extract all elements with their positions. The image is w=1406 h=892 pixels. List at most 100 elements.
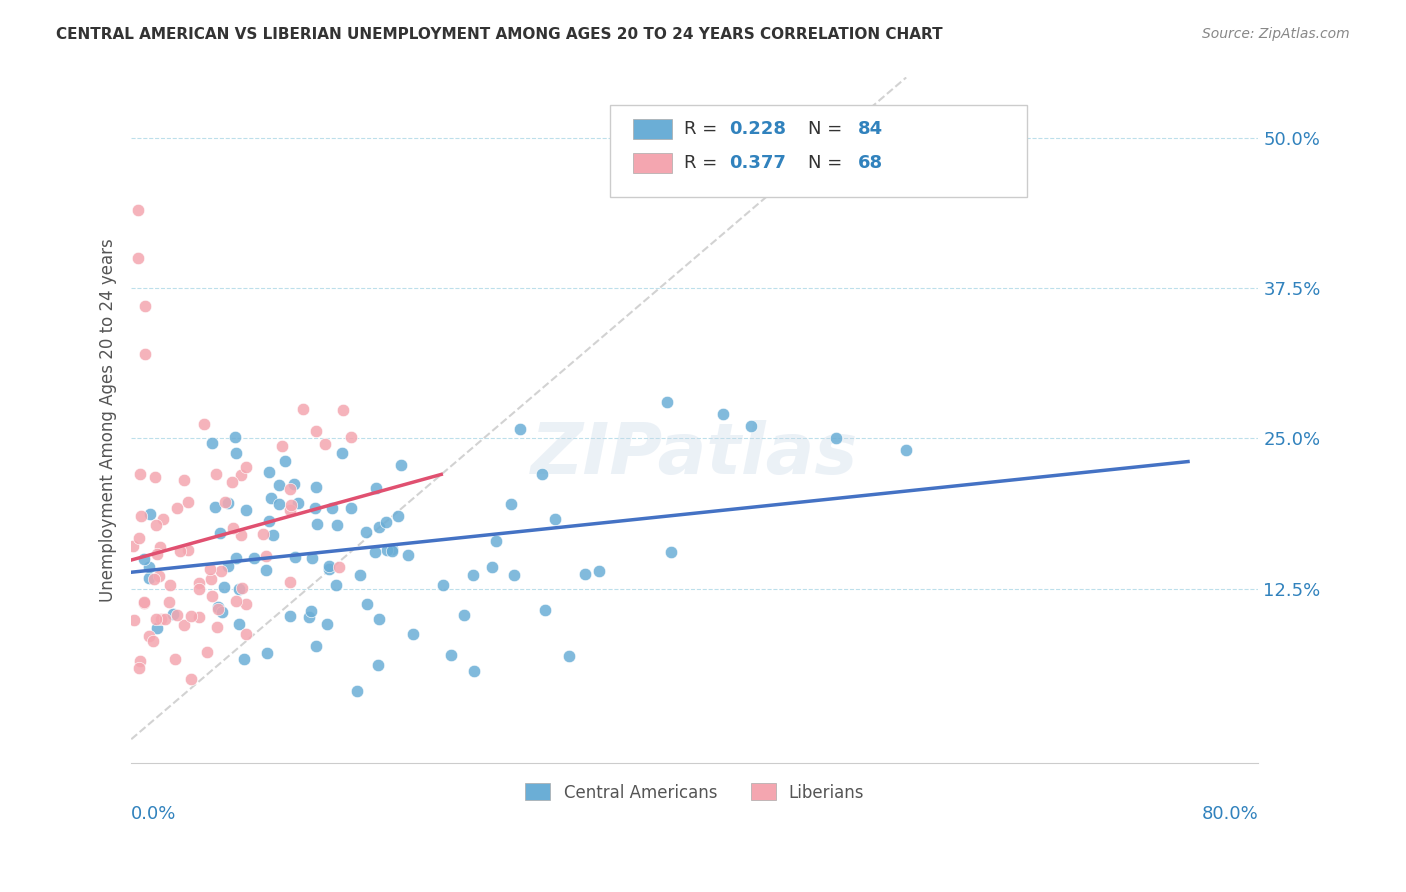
Central Americans [228, 582, 250, 596]
Liberians [127, 251, 149, 265]
Liberians [187, 575, 209, 590]
Central Americans [326, 518, 349, 533]
Liberians [195, 645, 218, 659]
Central Americans [325, 578, 347, 592]
Liberians [132, 595, 155, 609]
Liberians [166, 501, 188, 516]
Central Americans [349, 568, 371, 582]
Liberians [205, 467, 228, 481]
Liberians [271, 439, 294, 453]
Central Americans [228, 616, 250, 631]
Central Americans [463, 664, 485, 678]
Liberians [314, 436, 336, 450]
Liberians [148, 569, 170, 583]
Liberians [129, 508, 152, 523]
Liberians [128, 531, 150, 545]
FancyBboxPatch shape [633, 119, 672, 139]
Central Americans [218, 559, 240, 574]
Central Americans [208, 525, 231, 540]
Central Americans [588, 564, 610, 578]
Central Americans [499, 497, 522, 511]
Central Americans [509, 422, 531, 436]
Text: N =: N = [807, 120, 848, 138]
Liberians [145, 612, 167, 626]
Liberians [188, 582, 211, 596]
Central Americans [453, 607, 475, 622]
Text: N =: N = [807, 154, 848, 172]
Liberians [127, 202, 149, 217]
Central Americans [484, 533, 506, 548]
Central Americans [655, 395, 678, 409]
Central Americans [233, 651, 256, 665]
Liberians [166, 608, 188, 623]
Central Americans [364, 544, 387, 558]
Liberians [209, 564, 232, 578]
Central Americans [374, 516, 396, 530]
Central Americans [368, 520, 391, 534]
Liberians [121, 539, 143, 553]
Liberians [214, 495, 236, 509]
Liberians [145, 547, 167, 561]
Liberians [138, 629, 160, 643]
Central Americans [432, 578, 454, 592]
Central Americans [307, 517, 329, 532]
Liberians [205, 619, 228, 633]
Liberians [145, 517, 167, 532]
Liberians [153, 612, 176, 626]
Central Americans [367, 657, 389, 672]
Central Americans [212, 580, 235, 594]
Liberians [340, 429, 363, 443]
Central Americans [278, 609, 301, 624]
Central Americans [305, 480, 328, 494]
Central Americans [254, 564, 277, 578]
Central Americans [356, 597, 378, 611]
Liberians [149, 612, 172, 626]
Central Americans [391, 458, 413, 472]
Central Americans [502, 567, 524, 582]
Central Americans [367, 612, 389, 626]
Central Americans [224, 430, 246, 444]
Liberians [134, 347, 156, 361]
Central Americans [380, 544, 402, 558]
Central Americans [138, 571, 160, 585]
Central Americans [396, 548, 419, 562]
Central Americans [262, 528, 284, 542]
Central Americans [316, 617, 339, 632]
Text: 80.0%: 80.0% [1202, 805, 1258, 823]
Central Americans [375, 543, 398, 558]
Liberians [252, 527, 274, 541]
Liberians [180, 672, 202, 686]
Liberians [163, 652, 186, 666]
Liberians [254, 549, 277, 563]
Central Americans [257, 514, 280, 528]
Central Americans [534, 603, 557, 617]
Legend: Central Americans, Liberians: Central Americans, Liberians [517, 775, 873, 810]
Text: CENTRAL AMERICAN VS LIBERIAN UNEMPLOYMENT AMONG AGES 20 TO 24 YEARS CORRELATION : CENTRAL AMERICAN VS LIBERIAN UNEMPLOYMEN… [56, 27, 943, 42]
Central Americans [463, 567, 485, 582]
Central Americans [330, 446, 353, 460]
Central Americans [340, 501, 363, 516]
Liberians [332, 402, 354, 417]
Text: 84: 84 [858, 120, 883, 138]
Text: 0.377: 0.377 [728, 154, 786, 172]
Central Americans [243, 551, 266, 566]
Liberians [221, 475, 243, 490]
Text: 68: 68 [858, 154, 883, 172]
Central Americans [711, 408, 734, 422]
Central Americans [824, 432, 846, 446]
FancyBboxPatch shape [610, 105, 1028, 197]
Central Americans [402, 626, 425, 640]
Text: R =: R = [683, 154, 723, 172]
Liberians [235, 627, 257, 641]
Liberians [225, 594, 247, 608]
Central Americans [305, 639, 328, 653]
Liberians [231, 581, 253, 595]
Text: ZIPatlas: ZIPatlas [531, 420, 859, 489]
Liberians [173, 618, 195, 632]
Central Americans [132, 552, 155, 566]
Liberians [143, 572, 166, 586]
Central Americans [387, 509, 409, 524]
Central Americans [321, 501, 343, 516]
Central Americans [225, 551, 247, 566]
Liberians [280, 575, 302, 590]
